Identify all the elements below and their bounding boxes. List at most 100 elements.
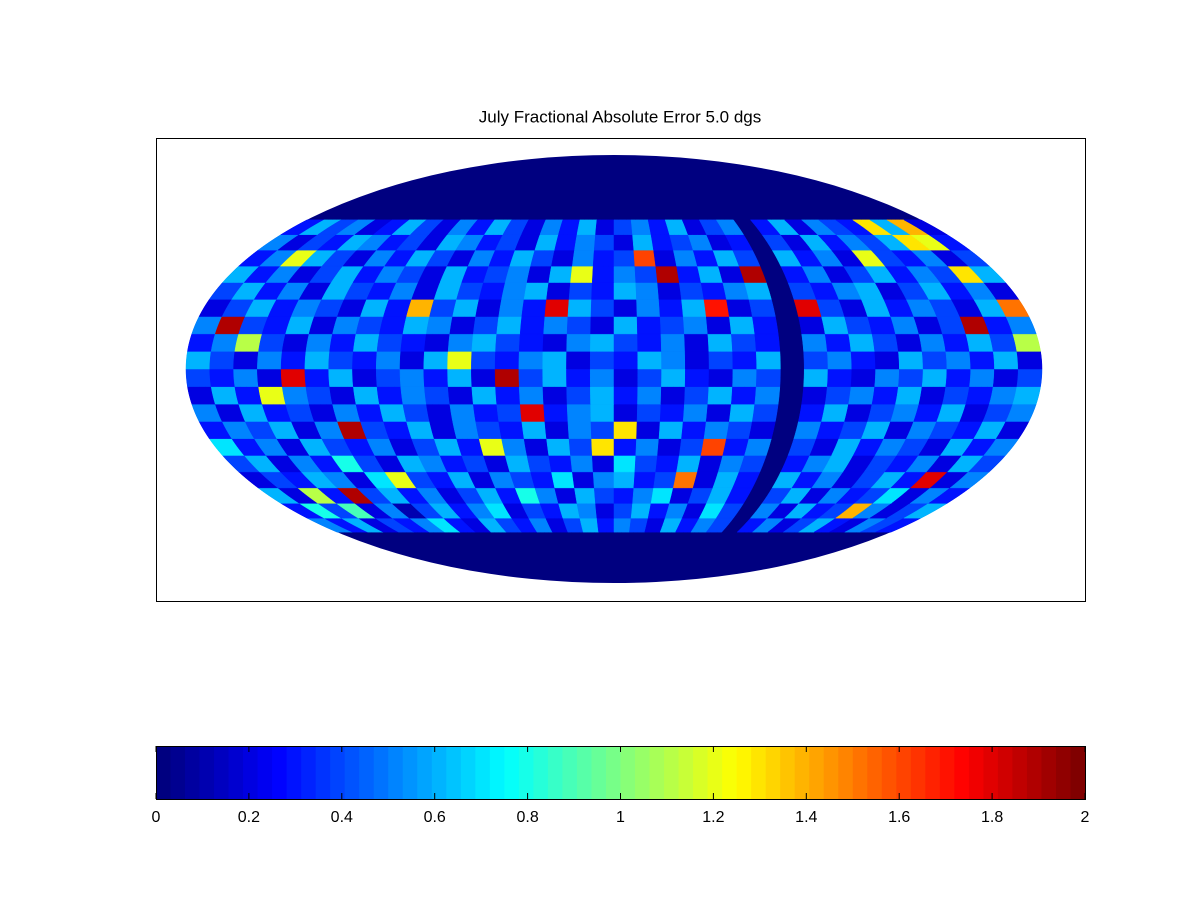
cell xyxy=(494,351,520,370)
cell xyxy=(579,517,599,533)
cell xyxy=(304,351,330,370)
cell xyxy=(754,386,781,405)
cell xyxy=(613,471,636,489)
cell xyxy=(501,282,528,300)
cell xyxy=(613,351,639,370)
cell xyxy=(708,351,734,370)
cell xyxy=(379,403,407,422)
colorbar-swatch xyxy=(823,746,839,799)
colorbar-tick-label: 1 xyxy=(616,809,625,826)
cell xyxy=(566,351,591,370)
cell xyxy=(305,386,333,405)
cell xyxy=(715,219,745,235)
cell xyxy=(209,368,236,387)
colorbar-swatch xyxy=(301,746,317,799)
cell xyxy=(613,333,638,352)
cell xyxy=(755,368,781,387)
colorbar-swatch xyxy=(272,746,288,799)
cell xyxy=(613,421,638,439)
cell xyxy=(526,455,552,473)
colorbar-swatch xyxy=(243,746,259,799)
cell xyxy=(801,333,828,352)
cell xyxy=(1012,386,1041,405)
cell xyxy=(257,368,283,387)
colorbar-swatch xyxy=(330,746,346,799)
cell xyxy=(593,487,615,504)
cell xyxy=(504,455,531,473)
cell xyxy=(726,299,753,317)
colorbar-swatch xyxy=(446,746,462,799)
cell xyxy=(992,368,1019,387)
cell xyxy=(376,386,404,405)
cell xyxy=(827,368,853,387)
cell xyxy=(542,386,568,405)
colorbar-swatch xyxy=(751,746,767,799)
cell xyxy=(945,368,971,387)
cell xyxy=(798,403,826,422)
colorbar-tick-label: 1.8 xyxy=(981,809,1003,826)
cell xyxy=(637,386,662,405)
colorbar-tick-label: 0.4 xyxy=(331,809,353,826)
cell xyxy=(636,421,661,439)
colorbar-swatch xyxy=(315,746,331,799)
colorbar-swatch xyxy=(780,746,796,799)
cell xyxy=(657,282,682,300)
colorbar-swatch xyxy=(809,746,825,799)
cell xyxy=(544,421,570,439)
cell xyxy=(576,503,598,519)
colorbar-swatch xyxy=(199,746,215,799)
cell xyxy=(574,234,596,251)
cell xyxy=(518,333,544,352)
colorbar-swatch xyxy=(939,746,955,799)
colorbar-swatch xyxy=(214,746,230,799)
cell xyxy=(305,333,333,352)
cell xyxy=(682,403,709,422)
cell xyxy=(185,368,212,387)
cell xyxy=(472,316,500,335)
cell xyxy=(613,265,637,283)
colorbar-tick-label: 0.8 xyxy=(516,809,538,826)
cell xyxy=(399,351,425,370)
cell xyxy=(637,333,662,352)
cell xyxy=(684,386,710,405)
colorbar-swatch xyxy=(344,746,360,799)
cell xyxy=(447,351,473,370)
colorbar: 0 0.2 0.4 0.6 0.8 1 1.2 1.4 1.6 1.8 2 xyxy=(152,746,1090,826)
colorbar-swatch xyxy=(431,746,447,799)
cell xyxy=(988,333,1018,352)
colorbar-swatch xyxy=(794,746,810,799)
cell xyxy=(898,351,924,370)
cell xyxy=(566,386,591,405)
cell xyxy=(258,386,286,405)
cell xyxy=(874,351,900,370)
colorbar-swatch xyxy=(620,746,636,799)
cell xyxy=(895,386,923,405)
cell xyxy=(590,386,615,405)
cell xyxy=(355,316,384,335)
cell xyxy=(554,487,578,504)
cell xyxy=(399,368,425,387)
cell xyxy=(798,316,826,335)
cell xyxy=(748,421,776,439)
cell xyxy=(613,282,637,300)
cell xyxy=(595,219,615,235)
cell xyxy=(353,386,380,405)
cell xyxy=(495,333,521,352)
cell xyxy=(280,368,307,387)
colorbar-swatch xyxy=(678,746,694,799)
cell xyxy=(707,333,733,352)
colorbar-tick-label: 1.6 xyxy=(888,809,910,826)
cell xyxy=(803,351,829,370)
cell xyxy=(498,421,525,439)
cell xyxy=(1016,368,1043,387)
cell xyxy=(848,386,875,405)
cell xyxy=(543,316,569,335)
cell xyxy=(576,219,598,235)
cell xyxy=(902,219,949,235)
cell xyxy=(329,386,357,405)
cell xyxy=(471,333,497,352)
cell xyxy=(591,282,615,300)
cell xyxy=(523,438,550,456)
cell xyxy=(400,386,427,405)
cell xyxy=(447,333,474,352)
